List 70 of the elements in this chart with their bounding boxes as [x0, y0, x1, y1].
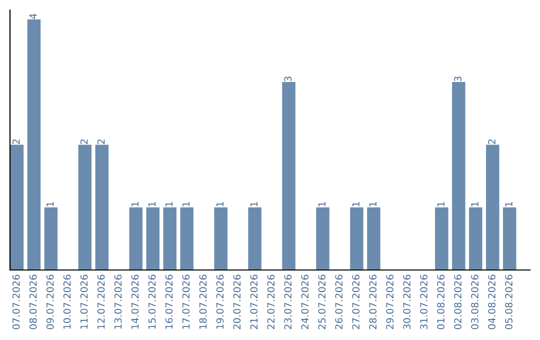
data-label: 1 [182, 202, 190, 206]
x-tick-label: 16.07.2026 [165, 274, 173, 329]
x-tick-label: 15.07.2026 [148, 274, 156, 329]
data-label: 1 [46, 202, 54, 206]
x-tick-label: 31.07.2026 [420, 274, 428, 330]
bar [282, 82, 296, 270]
x-tick-label: 18.07.2026 [199, 274, 207, 329]
data-label: 3 [284, 76, 292, 82]
data-label: 1 [131, 202, 139, 206]
x-tick-label: 14.07.2026 [131, 274, 139, 329]
x-tick-label: 26.07.2026 [335, 274, 343, 330]
bar [10, 144, 24, 270]
bar [316, 207, 330, 270]
data-label: 1 [471, 202, 478, 206]
x-tick-label: 30.07.2026 [403, 274, 411, 330]
data-label: 2 [80, 139, 88, 144]
bar [78, 144, 92, 270]
data-label: 1 [148, 202, 156, 206]
bar [486, 144, 500, 270]
x-tick-label: 21.07.2026 [250, 274, 258, 330]
data-label: 1 [216, 202, 224, 206]
bar [452, 82, 466, 270]
data-label: 1 [165, 202, 173, 206]
x-tick-label: 13.07.2026 [114, 274, 122, 329]
bar [129, 207, 143, 270]
data-label: 2 [488, 139, 496, 144]
x-tick-label: 12.07.2026 [97, 274, 105, 329]
x-tick-label: 03.08.2026 [471, 274, 478, 330]
bar [435, 207, 448, 270]
data-label: 2 [12, 139, 20, 144]
bar [95, 144, 109, 270]
x-tick-label: 23.07.2026 [284, 274, 292, 330]
x-tick-label: 07.07.2026 [12, 274, 20, 330]
bar [146, 207, 160, 270]
x-tick-label: 10.07.2026 [63, 274, 71, 329]
data-label: 1 [352, 202, 360, 206]
x-tick-label: 05.08.2026 [505, 274, 512, 330]
data-label: 1 [318, 202, 326, 206]
data-label: 1 [369, 202, 376, 206]
x-tick-label: 20.07.2026 [233, 274, 241, 330]
x-tick-label: 04.08.2026 [488, 274, 496, 330]
bar [367, 207, 380, 270]
bar [350, 207, 364, 270]
bar [163, 207, 176, 270]
x-tick-label: 08.07.2026 [29, 274, 37, 330]
x-tick-label: 22.07.2026 [267, 274, 275, 330]
data-label: 1 [437, 202, 444, 206]
bar [180, 207, 194, 270]
x-tick-label: 28.07.2026 [369, 274, 377, 330]
bar [248, 207, 262, 270]
x-tick-label: 29.07.2026 [386, 274, 394, 330]
bar [469, 207, 482, 270]
bar [44, 207, 58, 270]
x-tick-label: 11.07.2026 [80, 274, 88, 329]
x-tick-label: 02.08.2026 [454, 274, 462, 330]
x-tick-label: 25.07.2026 [318, 274, 326, 330]
data-label: 3 [454, 76, 462, 82]
x-tick-label: 24.07.2026 [301, 274, 309, 330]
x-tick-label: 09.07.2026 [46, 274, 54, 330]
data-label: 1 [505, 202, 512, 206]
x-tick-label: 17.07.2026 [182, 274, 190, 329]
data-label: 4 [30, 14, 37, 19]
x-tick-label: 27.07.2026 [352, 274, 360, 330]
x-tick-label: 01.08.2026 [437, 274, 444, 330]
x-tick-label: 19.07.2026 [216, 274, 224, 329]
data-label: 2 [97, 139, 105, 144]
data-label: 1 [250, 202, 258, 206]
bar [27, 19, 41, 270]
bar [502, 207, 516, 270]
bar [214, 207, 228, 270]
